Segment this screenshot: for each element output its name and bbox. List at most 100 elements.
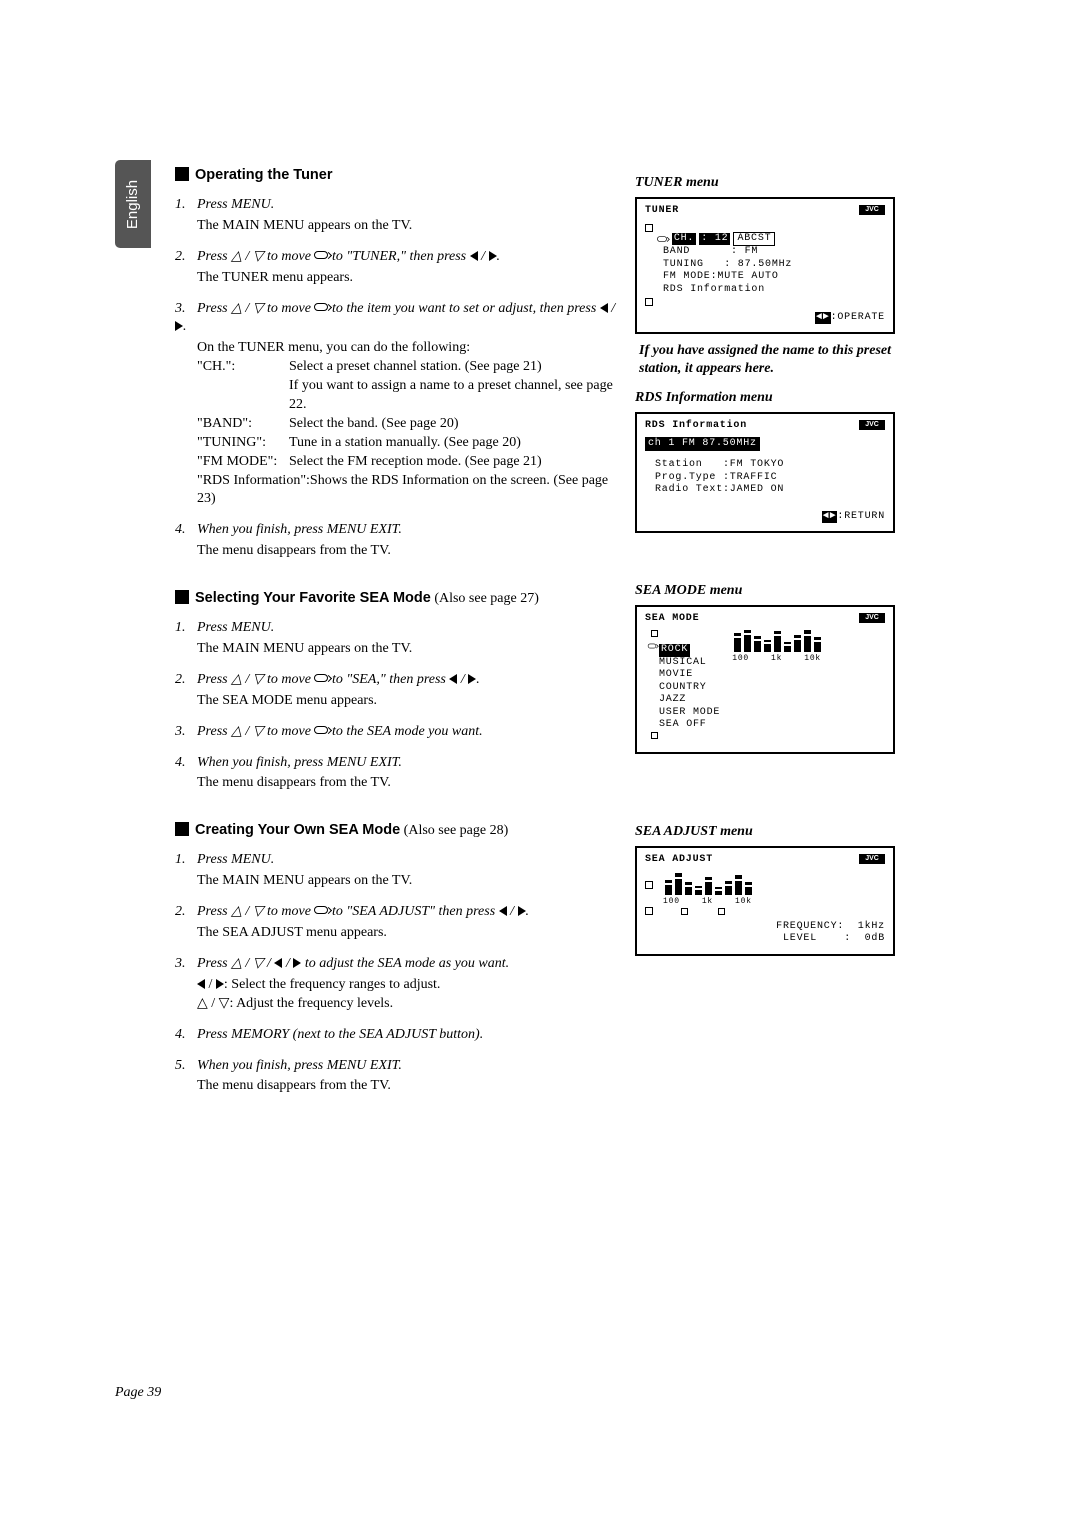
language-label: English (125, 179, 142, 228)
step-body: The MAIN MENU appears on the TV. (197, 872, 625, 891)
up-icon (231, 249, 242, 264)
left-icon (197, 977, 205, 992)
right-icon (489, 249, 497, 264)
freq-label: 10k (804, 654, 821, 664)
section-title: Operating the Tuner (195, 167, 333, 183)
rds-menu-osd: JVC RDS Information ch 1 FM 87.50MHz Sta… (635, 412, 895, 533)
opt-val: If you want to assign a name to a preset… (289, 377, 625, 415)
down-arrow-icon (651, 732, 658, 739)
opt-key: "FM MODE": (197, 453, 289, 472)
step-head: Press MENU. (197, 197, 274, 212)
osd-line: Prog.Type :TRAFFIC (655, 472, 885, 485)
osd-line: LEVEL : 0dB (645, 933, 885, 946)
sea-mode-item: MOVIE (659, 669, 720, 682)
cursor-icon (314, 674, 328, 682)
left-icon (600, 301, 608, 316)
step-head: Press / to move to "SEA ADJUST" then pre… (197, 904, 529, 919)
section-tuner: Operating the Tuner 1.Press MENU. The MA… (175, 166, 625, 561)
osd-line: TUNING : 87.50MHz (663, 259, 885, 272)
step-body: The menu disappears from the TV. (197, 774, 625, 793)
step-number: 2. (175, 671, 197, 690)
freq-label: 100 (663, 897, 680, 907)
freq-label: 1k (702, 897, 713, 907)
step-head: Press / to move to "SEA," then press / . (197, 672, 480, 687)
osd-line: RDS Information (663, 284, 885, 297)
opt-val: Select a preset channel station. (See pa… (289, 358, 542, 377)
jvc-logo: JVC (859, 854, 885, 864)
osd-line: Radio Text:JAMED ON (655, 484, 885, 497)
step-body: The TUNER menu appears. (197, 269, 625, 288)
up-icon (231, 724, 242, 739)
eq-freq-labels: 100 1k 10k (663, 897, 752, 907)
cursor-icon (314, 726, 328, 734)
jvc-logo: JVC (859, 420, 885, 430)
section-title: Creating Your Own SEA Mode (195, 822, 400, 838)
step-body: On the TUNER menu, you can do the follow… (197, 339, 625, 358)
eq-freq-labels: 1001k10k (732, 654, 821, 664)
step-body: The MAIN MENU appears on the TV. (197, 217, 625, 236)
down-arrow-icon (645, 907, 653, 915)
opt-key: "BAND": (197, 415, 289, 434)
opt-key: "CH.": (197, 358, 289, 377)
sea-mode-item: SEA OFF (659, 719, 720, 732)
down-icon (253, 724, 264, 739)
cursor-icon (314, 303, 328, 311)
square-bullet-icon (175, 590, 189, 604)
osd-label: TUNER menu (635, 175, 915, 191)
opt-val: Select the band. (See page 20) (289, 415, 459, 434)
step-body: The SEA ADJUST menu appears. (197, 924, 625, 943)
osd-title: TUNER (645, 205, 885, 218)
jvc-logo: JVC (859, 205, 885, 215)
step-number: 4. (175, 521, 197, 540)
right-icon (518, 904, 526, 919)
cursor-icon (314, 251, 328, 259)
cursor-icon (314, 906, 328, 914)
tuner-note: If you have assigned the name to this pr… (639, 342, 915, 378)
sea-adjust-osd: JVC SEA ADJUST 1001k10k FREQUENCY: 1kHz … (635, 846, 895, 956)
osd-title: SEA MODE (645, 613, 885, 626)
sea-adjust-eq (665, 873, 752, 895)
also-ref: (Also see page 27) (431, 591, 539, 606)
step-body: The menu disappears from the TV. (197, 542, 625, 561)
right-icon (175, 319, 183, 334)
sea-mode-item: MUSICAL (659, 657, 720, 670)
language-tab: English (115, 160, 151, 248)
up-arrow-icon (651, 630, 658, 637)
up-icon (231, 904, 242, 919)
step-head: Press MENU. (197, 620, 274, 635)
step-number: 5. (175, 1057, 197, 1076)
step-number: 4. (175, 754, 197, 773)
down-icon (253, 956, 264, 971)
sea-mode-item: COUNTRY (659, 682, 720, 695)
opt-val: Tune in a station manually. (See page 20… (289, 434, 521, 453)
sea-mode-item: USER MODE (659, 707, 720, 720)
tuner-options-table: "CH.":Select a preset channel station. (… (197, 358, 625, 509)
left-arrow-icon (681, 908, 688, 915)
step-number: 2. (175, 903, 197, 922)
step-head: Press / / / to adjust the SEA mode as yo… (197, 956, 509, 971)
osd-line: Station :FM TOKYO (655, 459, 885, 472)
opt-key: "TUNING": (197, 434, 289, 453)
side-column: TUNER menu JVC TUNER CH.: 12 ABCST BAND … (635, 175, 915, 956)
square-bullet-icon (175, 167, 189, 181)
freq-label: 10k (735, 897, 752, 907)
step-number: 3. (175, 300, 197, 319)
up-icon (231, 301, 242, 316)
section-sea-create: Creating Your Own SEA Mode (Also see pag… (175, 821, 625, 1096)
step-body: The menu disappears from the TV. (197, 1077, 625, 1096)
sea-mode-list: ROCKMUSICALMOVIECOUNTRYJAZZUSER MODESEA … (645, 642, 720, 732)
section-title: Selecting Your Favorite SEA Mode (195, 590, 431, 606)
step-sub: / : Select the frequency ranges to adjus… (197, 976, 625, 995)
down-icon (253, 672, 264, 687)
osd-label: SEA ADJUST menu (635, 824, 915, 840)
up-arrow-icon (645, 881, 653, 889)
down-icon (253, 249, 264, 264)
step-number: 1. (175, 619, 197, 638)
up-icon (231, 956, 242, 971)
also-ref: (Also see page 28) (400, 823, 508, 838)
step-number: 4. (175, 1026, 197, 1045)
step-body: The MAIN MENU appears on the TV. (197, 640, 625, 659)
step-head: Press / to move to "TUNER," then press /… (197, 249, 500, 264)
sea-mode-item: JAZZ (659, 694, 720, 707)
down-icon (219, 996, 230, 1011)
